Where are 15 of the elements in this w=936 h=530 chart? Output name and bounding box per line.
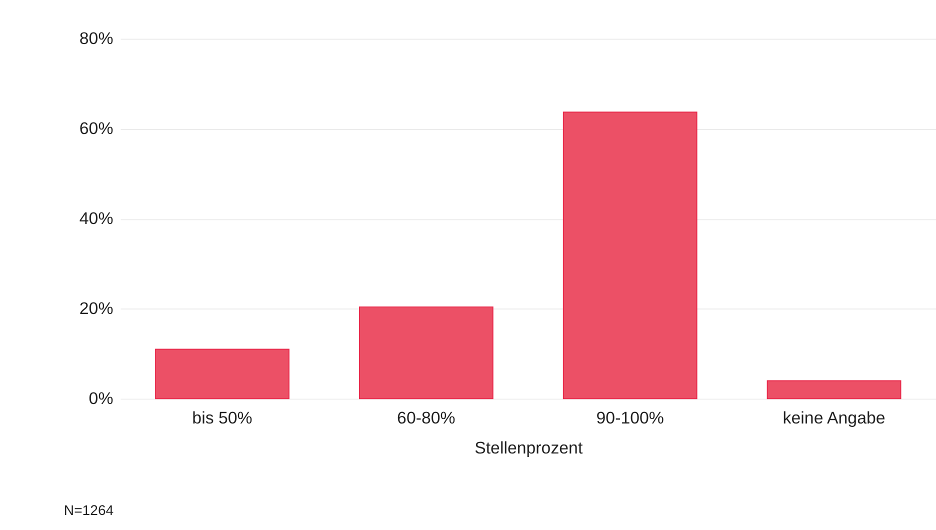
x-tick-label: 60-80% bbox=[397, 408, 456, 428]
y-tick-label: 20% bbox=[79, 298, 114, 318]
y-tick-label: 60% bbox=[79, 118, 114, 138]
bar bbox=[358, 306, 494, 400]
y-tick-label: 80% bbox=[79, 28, 114, 48]
y-tick-label: 0% bbox=[88, 388, 114, 408]
text: N=1264 bbox=[64, 502, 114, 518]
y-tick-label: 40% bbox=[79, 208, 114, 228]
bar bbox=[562, 112, 698, 400]
bar bbox=[155, 348, 290, 400]
x-axis-title: Stellenprozent bbox=[474, 438, 583, 458]
x-tick-label: 90-100% bbox=[596, 408, 664, 428]
bar bbox=[766, 380, 902, 400]
x-tick-label: keine Angabe bbox=[782, 408, 886, 428]
x-tick-label: bis 50% bbox=[192, 408, 252, 428]
